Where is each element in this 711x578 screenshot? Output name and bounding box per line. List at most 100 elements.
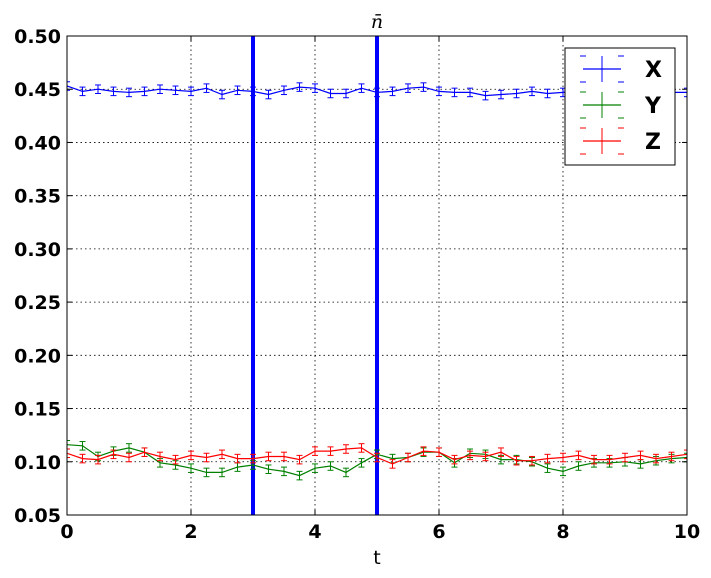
data-point	[345, 471, 347, 474]
data-point	[143, 90, 146, 93]
data-point	[515, 459, 518, 462]
data-point	[670, 455, 673, 458]
plot-frame	[66, 35, 688, 516]
data-point	[128, 447, 130, 449]
data-point	[329, 450, 332, 452]
data-point	[252, 464, 254, 466]
data-point	[577, 465, 580, 467]
data-point	[252, 457, 254, 460]
y-tick-label: 0.45	[14, 79, 61, 101]
data-point	[159, 462, 161, 464]
x-tick-label: 2	[184, 521, 197, 543]
legend-entry-y: Y	[580, 91, 662, 119]
x-tick-label: 8	[556, 521, 569, 543]
grid-lines	[67, 36, 687, 515]
data-point	[128, 456, 130, 459]
data-point	[608, 458, 611, 461]
data-point	[422, 450, 425, 452]
data-point	[593, 458, 595, 461]
data-point	[422, 86, 425, 88]
data-point	[128, 91, 130, 94]
y-tick-label: 0.25	[14, 292, 61, 314]
data-point	[190, 467, 192, 469]
data-point	[391, 90, 394, 93]
data-point	[97, 458, 99, 461]
data-point	[159, 455, 161, 458]
y-tick-label: 0.35	[14, 186, 61, 208]
data-point	[453, 91, 456, 94]
series-z	[67, 443, 687, 469]
data-point	[81, 90, 84, 93]
data-point	[97, 88, 99, 91]
data-point	[221, 453, 223, 456]
data-point	[546, 92, 549, 95]
legend-label: Z	[645, 130, 661, 155]
data-point	[376, 91, 378, 94]
chart-title: n̄	[371, 11, 383, 33]
data-point	[577, 454, 580, 457]
data-point	[267, 468, 270, 471]
data-point	[205, 87, 208, 89]
data-point	[562, 456, 564, 459]
y-tick-label: 0.40	[14, 132, 61, 154]
data-point	[639, 454, 642, 457]
data-point	[298, 458, 301, 461]
data-point	[205, 471, 208, 474]
data-point	[329, 92, 332, 95]
legend-label: Y	[644, 94, 662, 119]
x-tick-label: 10	[674, 521, 700, 543]
x-axis-title: t	[373, 547, 380, 569]
data-point	[546, 457, 549, 460]
x-tick-label: 6	[432, 521, 445, 543]
data-point	[562, 91, 564, 94]
data-point	[298, 86, 301, 88]
data-point	[345, 448, 347, 450]
y-tick-label: 0.10	[14, 452, 61, 474]
data-point	[469, 91, 471, 94]
data-point	[236, 466, 239, 468]
data-point	[655, 457, 657, 460]
data-point	[174, 458, 177, 461]
data-point	[314, 450, 316, 452]
x-tick-label: 4	[308, 521, 321, 543]
data-point	[500, 93, 502, 96]
y-tick-label: 0.30	[14, 239, 61, 261]
x-tick-label: 0	[60, 521, 73, 543]
data-point	[391, 463, 394, 465]
y-tick-label: 0.15	[14, 399, 61, 421]
data-point	[221, 471, 223, 474]
y-tick-label: 0.50	[14, 26, 61, 48]
data-point	[391, 457, 394, 460]
data-point	[438, 90, 440, 93]
data-point	[174, 89, 177, 92]
data-point	[174, 464, 177, 466]
data-point	[298, 474, 301, 477]
data-point	[159, 88, 161, 91]
data-point	[283, 470, 285, 473]
data-point	[546, 467, 549, 469]
vertical-markers	[251, 36, 379, 515]
data-point	[562, 470, 564, 473]
data-point	[453, 458, 456, 461]
legend-label: X	[645, 58, 662, 83]
data-point	[283, 89, 285, 92]
data-point	[360, 462, 363, 464]
data-point	[314, 87, 316, 89]
legend-box	[564, 47, 676, 166]
legend-entry-z: Z	[580, 127, 661, 155]
data-point	[639, 463, 642, 465]
data-point	[81, 445, 84, 447]
data-point	[236, 457, 239, 460]
data-point	[469, 454, 471, 457]
data-point	[112, 90, 115, 93]
data-point	[345, 92, 347, 95]
data-point	[81, 457, 84, 460]
y-tick-label: 0.20	[14, 345, 61, 367]
data-point	[500, 451, 502, 453]
data-point	[267, 455, 270, 458]
data-point	[283, 455, 285, 458]
legend: XYZ	[564, 47, 676, 166]
y-tick-label: 0.05	[14, 505, 61, 527]
data-point	[314, 467, 316, 469]
